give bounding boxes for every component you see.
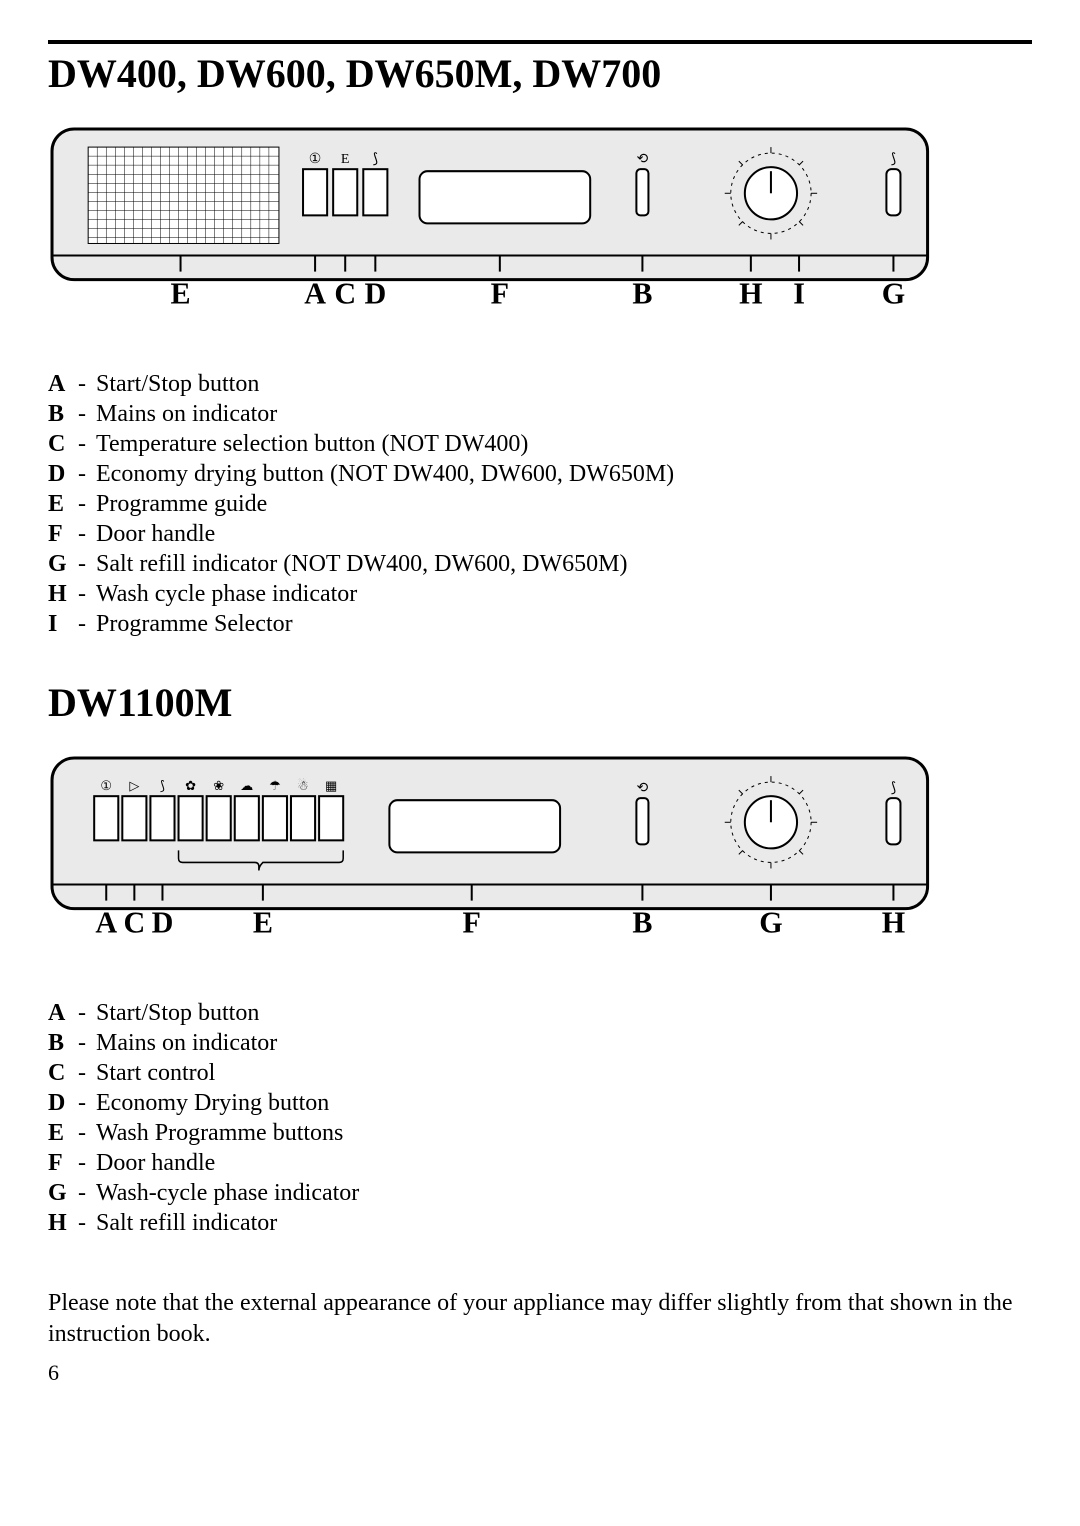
legend-2-H: Salt refill indicator (96, 1208, 277, 1238)
legend-1-D: Economy drying button (NOT DW400, DW600,… (96, 459, 674, 489)
svg-text:☁: ☁ (240, 778, 253, 793)
svg-text:⟲: ⟲ (637, 780, 649, 796)
callout-H: H (739, 277, 762, 311)
svg-text:☃: ☃ (297, 777, 309, 793)
legend-2-D: Economy Drying button (96, 1088, 329, 1118)
rule-top (48, 40, 1032, 44)
svg-text:⟆: ⟆ (891, 780, 896, 796)
callout-C: C (334, 277, 356, 311)
svg-text:⟆: ⟆ (373, 151, 378, 167)
legend-1: A-Start/Stop button B-Mains on indicator… (48, 369, 1032, 639)
panel-diagram-2: ① ▷ ⟆ ✿ ❀ ☁ ☂ ☃ ▦ ⟲ ⟆ A C D E (48, 754, 1032, 985)
svg-text:①: ① (100, 778, 112, 793)
panel-diagram-1: ① E ⟆ ⟲ ⟆ E A C D F B H I G (48, 125, 1032, 356)
callout-B: B (632, 277, 652, 311)
legend-1-I: Programme Selector (96, 609, 293, 639)
callout-I: I (793, 277, 805, 311)
footnote: Please note that the external appearance… (48, 1288, 1032, 1350)
callout-E: E (170, 277, 190, 311)
legend-1-H: Wash cycle phase indicator (96, 579, 357, 609)
svg-text:❀: ❀ (213, 778, 224, 793)
callout-D: D (364, 277, 386, 311)
callout2-C: C (123, 906, 145, 940)
legend-1-A: Start/Stop button (96, 369, 259, 399)
callout2-B: B (632, 906, 652, 940)
callout-G: G (882, 277, 905, 311)
svg-text:⟆: ⟆ (160, 778, 165, 793)
section1-title: DW400, DW600, DW650M, DW700 (48, 50, 1032, 97)
svg-text:✿: ✿ (185, 778, 196, 793)
callout2-H: H (882, 906, 905, 940)
legend-2: A-Start/Stop button B-Mains on indicator… (48, 998, 1032, 1238)
legend-1-G: Salt refill indicator (NOT DW400, DW600,… (96, 549, 627, 579)
legend-2-E: Wash Programme buttons (96, 1118, 343, 1148)
callout-A: A (304, 277, 326, 311)
callout2-D: D (152, 906, 174, 940)
legend-2-A: Start/Stop button (96, 998, 259, 1028)
svg-text:▦: ▦ (325, 778, 337, 793)
callout-F: F (491, 277, 509, 311)
svg-text:E: E (341, 151, 350, 167)
callout2-E: E (253, 906, 273, 940)
svg-text:▷: ▷ (129, 778, 139, 793)
section2-title: DW1100M (48, 679, 1032, 726)
legend-2-B: Mains on indicator (96, 1028, 277, 1058)
legend-2-F: Door handle (96, 1148, 215, 1178)
legend-2-G: Wash-cycle phase indicator (96, 1178, 359, 1208)
callout2-F: F (463, 906, 481, 940)
page-number: 6 (48, 1360, 1032, 1386)
legend-1-C: Temperature selection button (NOT DW400) (96, 429, 528, 459)
legend-1-B: Mains on indicator (96, 399, 277, 429)
svg-text:⟲: ⟲ (637, 151, 649, 167)
svg-text:①: ① (309, 151, 322, 167)
legend-2-C: Start control (96, 1058, 215, 1088)
callout2-A: A (95, 906, 117, 940)
svg-text:⟆: ⟆ (891, 151, 896, 167)
legend-1-F: Door handle (96, 519, 215, 549)
legend-1-E: Programme guide (96, 489, 267, 519)
svg-text:☂: ☂ (269, 778, 281, 793)
callout2-G: G (759, 906, 782, 940)
